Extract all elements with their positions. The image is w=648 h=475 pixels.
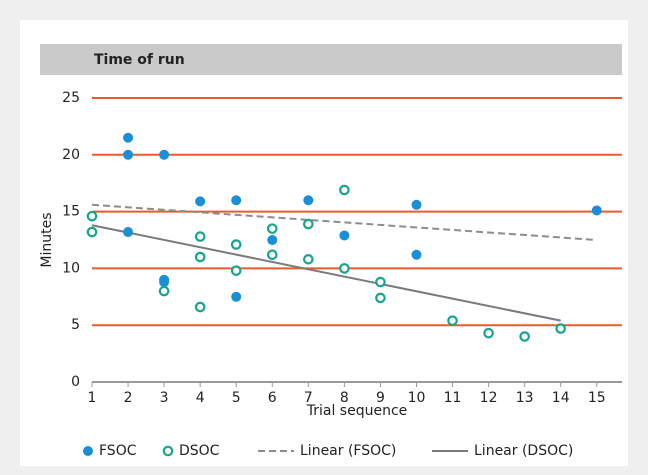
point: [231, 195, 242, 206]
x-tick-label: 5: [232, 390, 241, 406]
point: [158, 285, 170, 297]
point: [159, 277, 170, 288]
y-tick-label: 15: [62, 204, 80, 220]
x-tick-label: 1: [88, 390, 97, 406]
x-tick-label: 4: [196, 390, 205, 406]
point: [266, 249, 278, 261]
point: [483, 327, 494, 339]
x-tick-label: 3: [160, 390, 169, 406]
y-axis-label: Minutes: [39, 212, 55, 267]
panel: [20, 20, 628, 466]
point: [266, 223, 278, 234]
point: [411, 249, 422, 260]
legend-label: DSOC: [179, 443, 220, 459]
trendline: [91, 203, 597, 241]
y-tick-label: 20: [62, 147, 80, 163]
legend-marker: [162, 445, 174, 457]
point: [303, 254, 314, 265]
point: [303, 195, 314, 206]
x-tick-label: 2: [124, 390, 133, 406]
chart-title: Time of run: [94, 52, 185, 68]
point: [411, 199, 422, 210]
y-tick-label: 10: [62, 260, 80, 276]
x-tick-label: 10: [408, 390, 426, 406]
trendline: [91, 224, 561, 322]
x-tick-label: 12: [480, 390, 498, 406]
point: [555, 323, 567, 334]
point: [123, 149, 134, 160]
y-tick-label: 0: [71, 374, 80, 390]
point: [519, 331, 530, 342]
y-tick-label: 25: [62, 90, 80, 106]
point: [447, 315, 458, 326]
point: [303, 218, 314, 230]
legend-marker: [83, 446, 93, 456]
point: [195, 196, 206, 207]
x-tick-label: 6: [268, 390, 277, 406]
point: [375, 292, 386, 304]
x-tick-label: 15: [588, 390, 606, 406]
point: [230, 239, 242, 250]
point: [123, 132, 134, 143]
point: [194, 301, 206, 313]
point: [86, 226, 98, 238]
point: [230, 265, 242, 276]
x-tick-label: 7: [304, 390, 313, 406]
x-tick-label: 13: [516, 390, 534, 406]
point: [194, 231, 206, 242]
point: [339, 230, 350, 241]
legend-label: Linear (FSOC): [300, 443, 396, 459]
x-axis-label: Trial sequence: [306, 403, 408, 419]
point: [339, 184, 350, 196]
point: [591, 205, 602, 216]
x-tick-label: 9: [376, 390, 385, 406]
point: [267, 235, 278, 245]
x-tick-label: 14: [552, 390, 570, 406]
legend-label: Linear (DSOC): [474, 443, 573, 459]
title-bar: [40, 44, 622, 75]
point: [375, 276, 386, 288]
x-tick-label: 8: [340, 390, 349, 406]
point: [231, 291, 242, 302]
legend-label: FSOC: [99, 443, 137, 459]
point: [339, 263, 350, 274]
point: [194, 251, 206, 263]
point: [86, 210, 98, 222]
point: [123, 227, 134, 238]
x-tick-label: 11: [444, 390, 462, 406]
point: [159, 149, 170, 160]
y-tick-label: 5: [71, 317, 80, 333]
